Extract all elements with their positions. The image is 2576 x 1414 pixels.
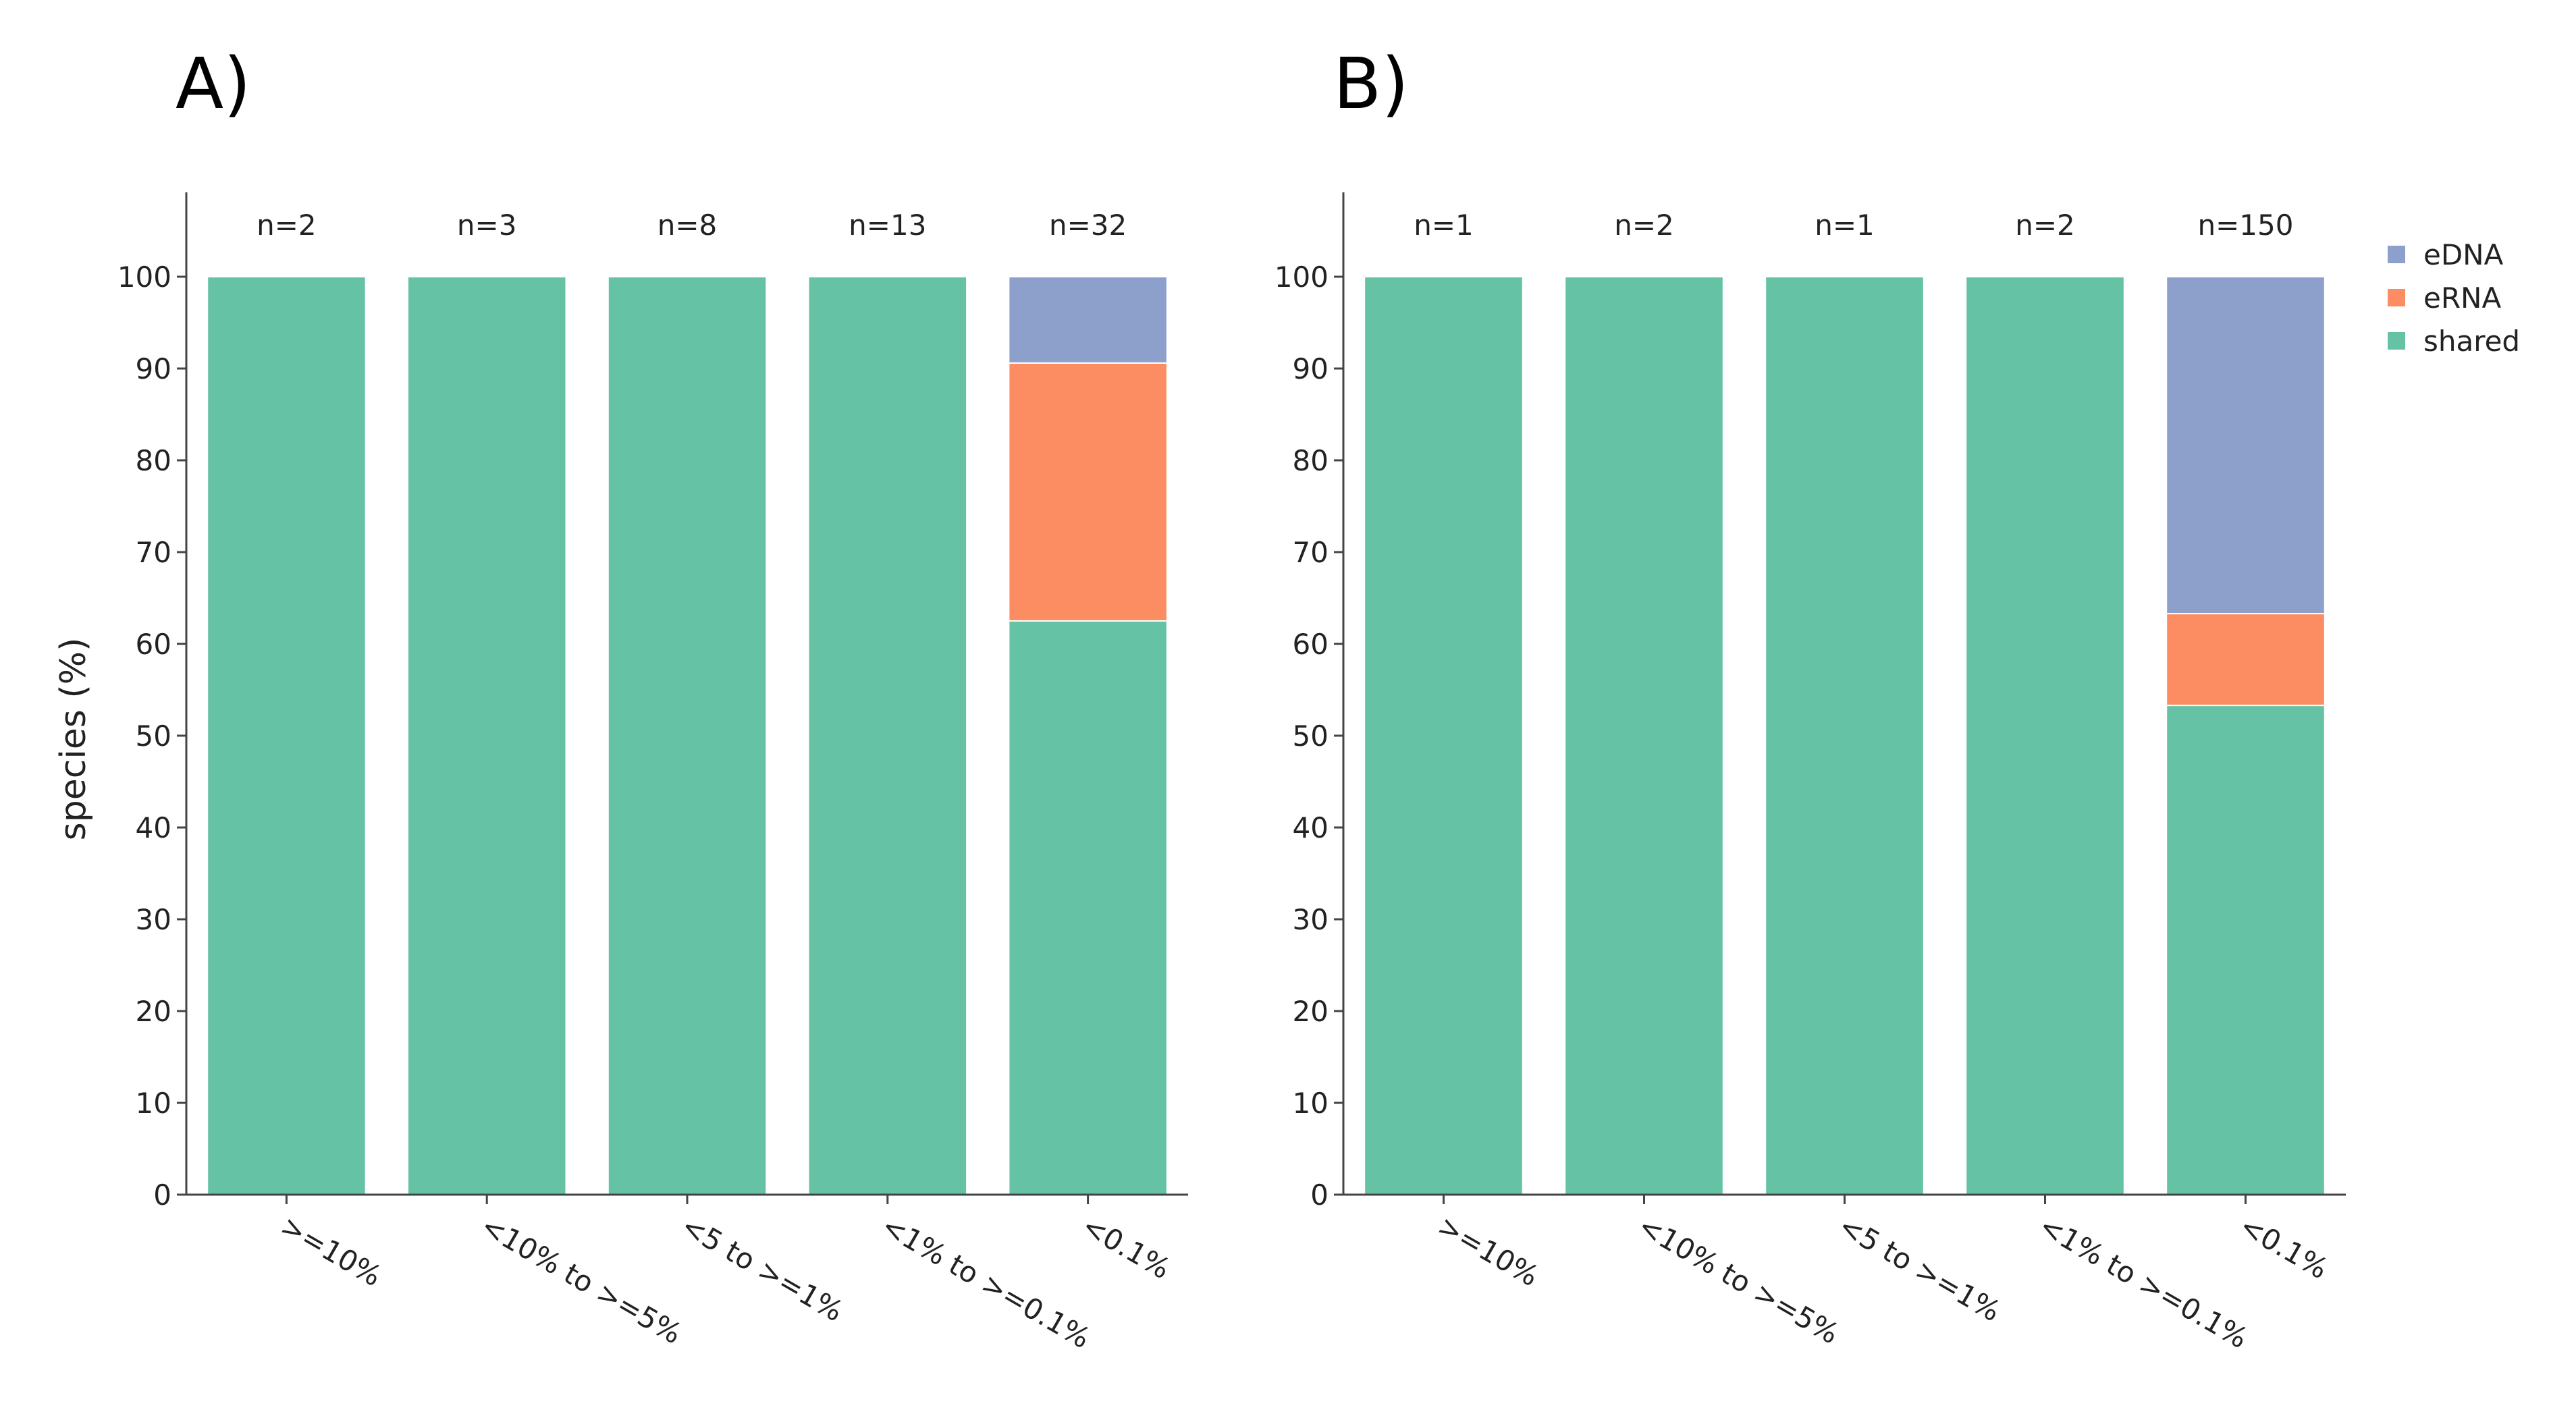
- bar-shared: [407, 276, 567, 1195]
- y-axis-title: species (%): [53, 638, 94, 841]
- y-tick-label: 70: [136, 536, 171, 569]
- n-count-label: n=3: [457, 209, 517, 242]
- y-tick-label: 90: [136, 352, 171, 385]
- panel-a: A) n=2 >=10% n=3 <10% to >=5% n=8 <5 to >=1% n=…: [53, 43, 1188, 1355]
- bar-shared: [1765, 276, 1925, 1195]
- x-tick-label: <10% to >=5%: [475, 1209, 687, 1351]
- n-count-label: n=32: [1049, 209, 1127, 242]
- bar-erna: [1008, 362, 1168, 622]
- bar-shared: [1008, 620, 1168, 1195]
- n-count-label: n=2: [2015, 209, 2075, 242]
- bar-shared: [807, 276, 968, 1195]
- x-tick-label: >=10%: [1432, 1209, 1545, 1293]
- y-tick-label: 40: [1293, 811, 1329, 844]
- y-tick-label: 20: [136, 995, 171, 1028]
- n-count-label: n=2: [257, 209, 317, 242]
- y-tick-label: 10: [136, 1087, 171, 1120]
- x-tick-label: <5 to >=1%: [1833, 1209, 2006, 1328]
- panel-b: B) n=1 >=10% n=2 <10% to >=5% n=1 <5 to >=1% n=…: [1274, 43, 2346, 1355]
- legend-swatch-shared: [2388, 332, 2405, 350]
- y-tick-label: 40: [136, 811, 171, 844]
- x-tick-label: <1% to >=0.1%: [876, 1209, 1096, 1355]
- legend-label-erna: eRNA: [2423, 281, 2501, 315]
- y-tick-label: 20: [1293, 995, 1329, 1028]
- y-tick-label: 60: [136, 628, 171, 661]
- y-tick-label: 100: [1274, 261, 1329, 294]
- legend-swatch-erna: [2388, 289, 2405, 306]
- y-tick-label: 80: [1293, 444, 1329, 477]
- x-tick-label: >=10%: [275, 1209, 387, 1293]
- y-tick-label: 60: [1293, 628, 1329, 661]
- y-tick-label: 90: [1293, 352, 1329, 385]
- x-tick-label: <0.1%: [1077, 1209, 1176, 1285]
- legend-swatch-edna: [2388, 246, 2405, 263]
- y-tick-label: 70: [1293, 536, 1329, 569]
- y-tick-label: 30: [1293, 903, 1329, 936]
- y-tick-label: 30: [136, 903, 171, 936]
- bar-shared: [2166, 705, 2326, 1195]
- n-count-label: n=1: [1815, 209, 1875, 242]
- legend-label-shared: shared: [2423, 325, 2520, 358]
- panel-label: B): [1333, 43, 1409, 125]
- bar-shared: [607, 276, 768, 1195]
- y-tick-label: 100: [117, 261, 171, 294]
- bar-shared: [1965, 276, 2125, 1195]
- n-count-label: n=8: [658, 209, 718, 242]
- bar-erna: [2166, 613, 2326, 707]
- y-tick-label: 50: [136, 719, 171, 753]
- y-tick-label: 80: [136, 444, 171, 477]
- x-tick-label: <10% to >=5%: [1633, 1209, 1845, 1351]
- legend-label-edna: eDNA: [2423, 238, 2504, 271]
- y-tick-label: 0: [153, 1178, 171, 1212]
- n-count-label: n=1: [1414, 209, 1474, 242]
- bar-shared: [207, 276, 367, 1195]
- n-count-label: n=13: [849, 209, 926, 242]
- bar-shared: [1364, 276, 1524, 1195]
- x-tick-label: <0.1%: [2234, 1209, 2334, 1285]
- x-tick-label: <5 to >=1%: [676, 1209, 849, 1328]
- x-tick-label: <1% to >=0.1%: [2034, 1209, 2254, 1355]
- bar-shared: [1564, 276, 1724, 1195]
- legend: eDNA eRNA shared: [2388, 238, 2520, 358]
- bar-edna: [1008, 276, 1168, 364]
- y-tick-label: 0: [1310, 1178, 1329, 1212]
- n-count-label: n=150: [2198, 209, 2294, 242]
- n-count-label: n=2: [1614, 209, 1674, 242]
- y-tick-label: 50: [1293, 719, 1329, 753]
- bar-edna: [2166, 276, 2326, 615]
- panel-label: A): [176, 43, 251, 125]
- y-tick-label: 10: [1293, 1087, 1329, 1120]
